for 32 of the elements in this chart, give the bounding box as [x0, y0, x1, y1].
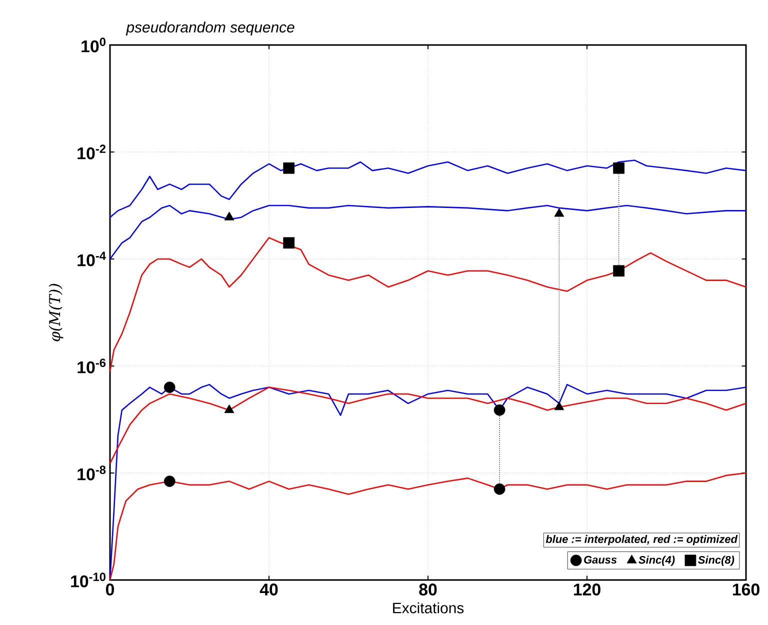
- y-axis-title: φ(M(T)): [48, 284, 64, 342]
- y-tick-label: 10$^{-10}$: [71, 572, 106, 588]
- point: [164, 476, 176, 487]
- y-tick-label: 10$^{-8}$: [78, 466, 106, 480]
- x-tick-label: 160: [732, 584, 760, 596]
- line-series: [109, 160, 747, 218]
- y-tick-label: 10$^{-6}$: [78, 358, 106, 374]
- line-series: [109, 204, 747, 260]
- y-tick-label: 10$^{-4}$: [78, 252, 106, 266]
- point: [554, 208, 564, 217]
- point: [164, 382, 176, 393]
- legend-label: Sinc(4): [638, 556, 675, 566]
- point: [613, 265, 624, 277]
- point: [494, 404, 506, 416]
- legend-label: Sinc(8): [698, 556, 734, 566]
- legend-label: Gauss: [584, 556, 617, 564]
- point: [494, 483, 506, 495]
- x-tick-label: 120: [574, 584, 600, 596]
- point: [554, 402, 564, 410]
- x-tick-label: 80: [419, 584, 437, 596]
- point: [283, 162, 295, 174]
- x-axis-title: Excitations: [393, 602, 464, 614]
- point: [224, 212, 234, 220]
- legend-title: blue := interpolated, red := optimized: [546, 534, 738, 546]
- y-tick-label: 10$^{-2}$: [78, 144, 106, 160]
- y-tick-label: 10$^{0}$: [82, 38, 106, 52]
- x-tick-label: 0: [106, 584, 114, 596]
- point: [613, 162, 624, 174]
- chart-title: pseudorandom sequence: [126, 22, 294, 36]
- x-tick-label: 40: [260, 584, 278, 596]
- point: [283, 237, 295, 249]
- point: [224, 404, 234, 414]
